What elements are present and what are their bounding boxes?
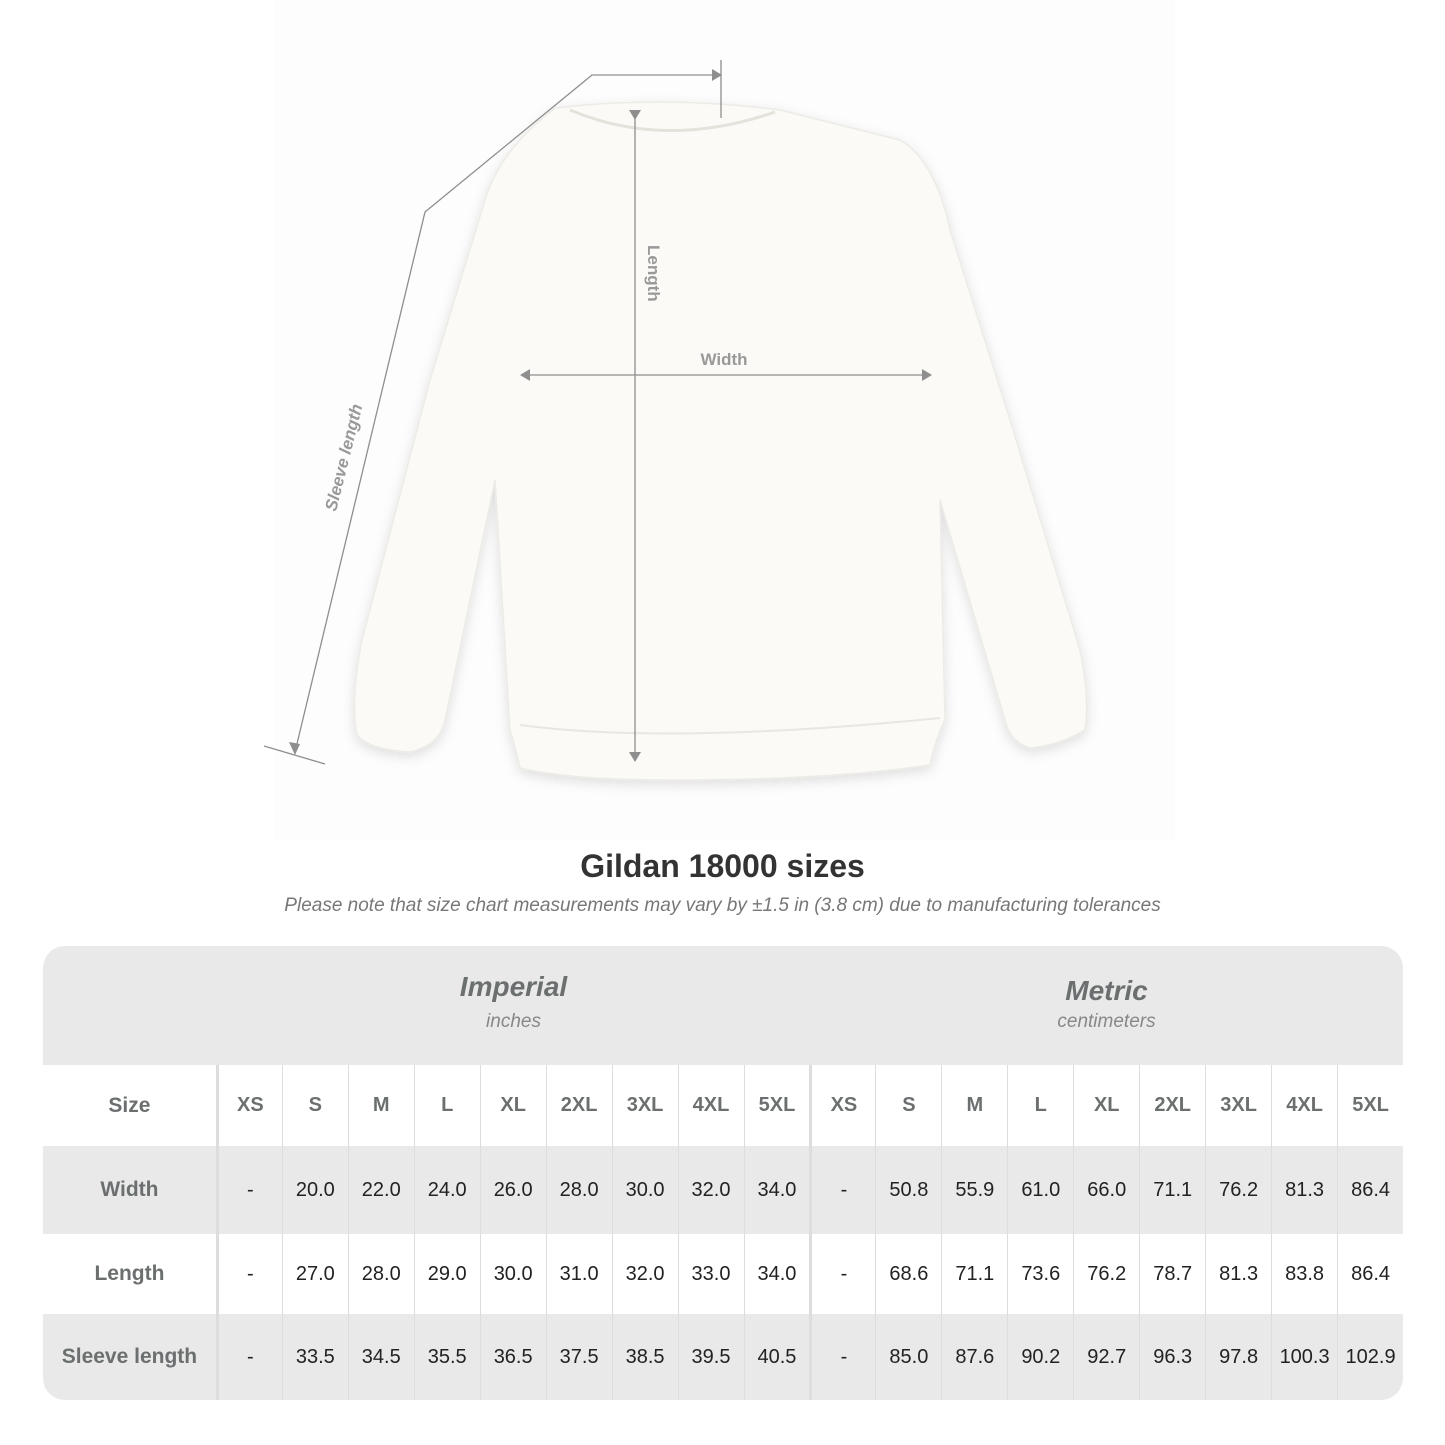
value-imperial: 39.5 xyxy=(677,1314,744,1400)
value-metric: 86.4 xyxy=(1337,1234,1403,1314)
imperial-header: Imperial inches xyxy=(217,946,810,1064)
row-label: Size xyxy=(108,1093,151,1117)
table-row: Length -27.0 28.0 29.0 30.0 31.0 32.0 33.0 34.0-… xyxy=(43,1234,1403,1314)
value-metric: 102.9 xyxy=(1337,1314,1403,1400)
value-imperial: 34.0 xyxy=(743,1234,810,1314)
size-metric: S xyxy=(875,1065,941,1146)
value-imperial: 29.0 xyxy=(413,1234,480,1314)
size-metric: XS xyxy=(809,1065,875,1146)
value-metric: 83.8 xyxy=(1271,1234,1337,1314)
size-imperial: XL xyxy=(479,1065,546,1146)
value-imperial: 37.5 xyxy=(545,1314,612,1400)
value-metric: 68.6 xyxy=(875,1234,941,1314)
value-imperial: 27.0 xyxy=(281,1234,348,1314)
value-imperial: 34.5 xyxy=(347,1314,414,1400)
value-imperial: 20.0 xyxy=(281,1146,348,1234)
waistband xyxy=(519,717,941,735)
value-imperial: - xyxy=(215,1314,282,1400)
size-header-row: Size XS S M L XL 2XL 3XL 4XL 5XL XS S M L XL 2XL 3XL 4XL 5… xyxy=(43,1065,1403,1146)
size-metric: 3XL xyxy=(1205,1065,1271,1146)
sweatshirt xyxy=(353,101,1088,781)
size-imperial: 5XL xyxy=(743,1065,810,1146)
sleeve-line xyxy=(294,74,720,753)
width-label: Width xyxy=(700,350,747,369)
size-metric: L xyxy=(1007,1065,1073,1146)
value-imperial: 28.0 xyxy=(347,1234,414,1314)
sweatshirt-diagram: Length Width Sleeve length xyxy=(263,60,1088,781)
size-imperial: 2XL xyxy=(545,1065,612,1146)
size-imperial: 4XL xyxy=(677,1065,744,1146)
value-metric: 87.6 xyxy=(941,1314,1007,1400)
value-imperial: - xyxy=(215,1234,282,1314)
value-metric: 76.2 xyxy=(1073,1234,1139,1314)
value-imperial: 28.0 xyxy=(545,1146,612,1234)
value-metric: - xyxy=(809,1234,875,1314)
arrowheads xyxy=(289,69,932,762)
value-imperial: 32.0 xyxy=(677,1146,744,1234)
row-label: Width xyxy=(100,1178,159,1201)
value-imperial: 38.5 xyxy=(611,1314,678,1400)
imperial-title: Imperial xyxy=(459,971,568,1002)
value-metric: 55.9 xyxy=(941,1146,1007,1234)
value-metric: 100.3 xyxy=(1271,1314,1337,1400)
table-row: Width -20.0 22.0 24.0 26.0 28.0 30.0 32.0 34.0-5… xyxy=(43,1146,1403,1234)
row-label: Sleeve length xyxy=(61,1345,198,1368)
size-table: Imperial inches Metric centimeters Size X… xyxy=(43,946,1403,1400)
value-imperial: 24.0 xyxy=(413,1146,480,1234)
value-metric: 85.0 xyxy=(875,1314,941,1400)
value-metric: 71.1 xyxy=(941,1234,1007,1314)
value-imperial: 32.0 xyxy=(611,1234,678,1314)
value-metric: 50.8 xyxy=(875,1146,941,1234)
size-metric: 4XL xyxy=(1271,1065,1337,1146)
value-imperial: 26.0 xyxy=(479,1146,546,1234)
value-imperial: 22.0 xyxy=(347,1146,414,1234)
tolerance-note: Please note that size chart measurements… xyxy=(284,895,1161,916)
value-metric: 76.2 xyxy=(1205,1146,1271,1234)
size-imperial: 3XL xyxy=(611,1065,678,1146)
value-imperial: 36.5 xyxy=(479,1314,546,1400)
value-imperial: 35.5 xyxy=(413,1314,480,1400)
value-metric: 81.3 xyxy=(1205,1234,1271,1314)
value-imperial: - xyxy=(215,1146,282,1234)
measure-lines xyxy=(263,60,930,765)
value-metric: 61.0 xyxy=(1007,1146,1073,1234)
value-metric: 66.0 xyxy=(1073,1146,1139,1234)
row-label: Length xyxy=(94,1262,165,1285)
size-metric: 5XL xyxy=(1337,1065,1403,1146)
metric-unit: centimeters xyxy=(1057,1011,1156,1032)
metric-title: Metric xyxy=(1065,975,1148,1006)
size-imperial: XS xyxy=(215,1065,282,1146)
size-imperial: L xyxy=(413,1065,480,1146)
value-metric: - xyxy=(809,1314,875,1400)
table-row: Sleeve length -33.5 34.5 35.5 36.5 37.5 38.5 39… xyxy=(43,1314,1403,1400)
value-imperial: 30.0 xyxy=(479,1234,546,1314)
chart-title: Gildan 18000 sizes xyxy=(580,848,865,884)
value-metric: - xyxy=(809,1146,875,1234)
value-imperial: 30.0 xyxy=(611,1146,678,1234)
collar xyxy=(569,108,776,132)
value-metric: 86.4 xyxy=(1337,1146,1403,1234)
value-imperial: 31.0 xyxy=(545,1234,612,1314)
size-metric: XL xyxy=(1073,1065,1139,1146)
value-metric: 71.1 xyxy=(1139,1146,1205,1234)
imperial-unit: inches xyxy=(486,1011,541,1032)
value-metric: 92.7 xyxy=(1073,1314,1139,1400)
value-imperial: 33.0 xyxy=(677,1234,744,1314)
value-metric: 78.7 xyxy=(1139,1234,1205,1314)
value-metric: 97.8 xyxy=(1205,1314,1271,1400)
value-imperial: 33.5 xyxy=(281,1314,348,1400)
value-imperial: 34.0 xyxy=(743,1146,810,1234)
value-metric: 96.3 xyxy=(1139,1314,1205,1400)
value-metric: 81.3 xyxy=(1271,1146,1337,1234)
metric-header: Metric centimeters xyxy=(810,946,1403,1064)
size-imperial: S xyxy=(281,1065,348,1146)
size-metric: M xyxy=(941,1065,1007,1146)
length-label: Length xyxy=(644,245,663,302)
size-imperial: M xyxy=(347,1065,414,1146)
value-metric: 90.2 xyxy=(1007,1314,1073,1400)
value-imperial: 40.5 xyxy=(743,1314,810,1400)
value-metric: 73.6 xyxy=(1007,1234,1073,1314)
size-metric: 2XL xyxy=(1139,1065,1205,1146)
